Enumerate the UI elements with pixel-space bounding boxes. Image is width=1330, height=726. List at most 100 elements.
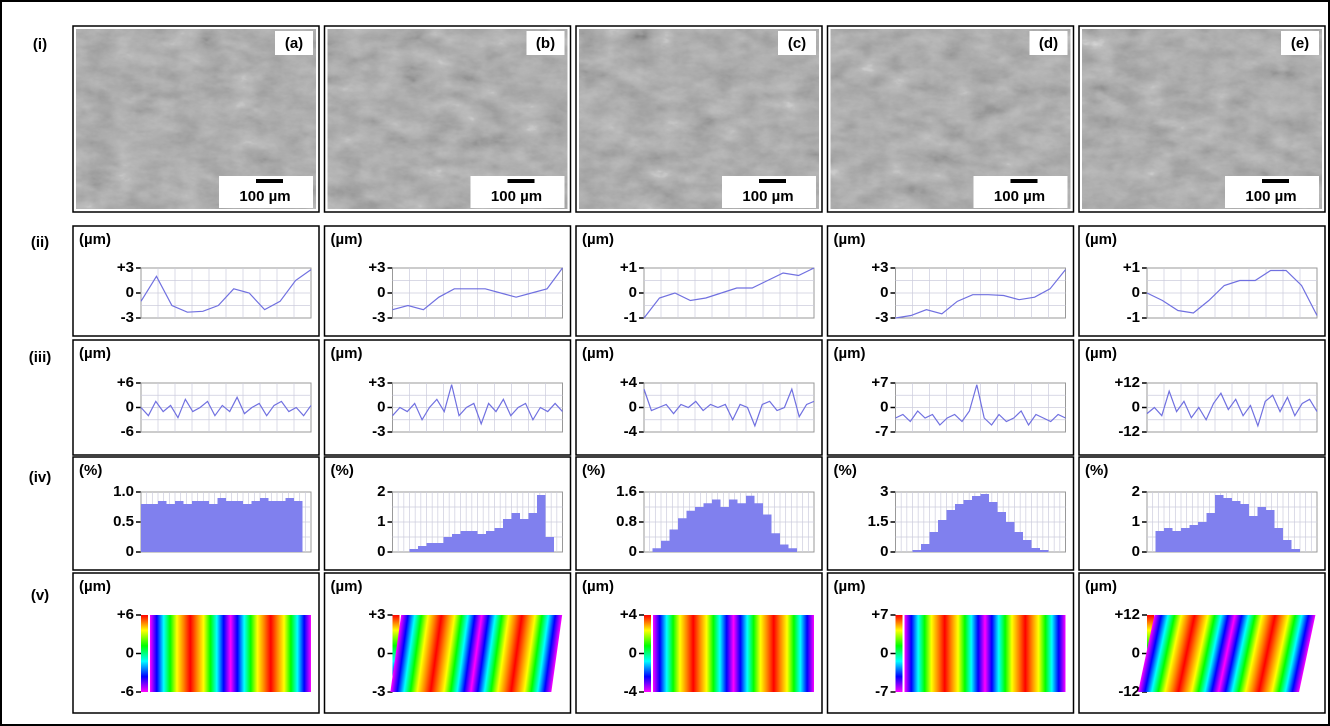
scale-bar [759,179,786,183]
y-tick-label: -12 [1118,683,1140,700]
histogram-bar [771,533,780,552]
y-tick-label: +4 [620,606,638,623]
histogram-bar [1240,504,1249,552]
histogram-bar [183,504,192,552]
y-tick-label: 1 [377,513,385,530]
y-tick-label: -3 [372,309,385,326]
unit-label: (µm) [79,578,111,595]
histogram-bar [1283,540,1292,552]
label-box [1281,31,1319,55]
histogram-bar [166,504,175,552]
y-tick-label: +3 [368,374,385,391]
y-tick-label: 0 [629,644,637,661]
y-tick-label: 0 [629,398,637,415]
y-tick-label: 0 [377,644,385,661]
histogram-bar [486,531,495,552]
row-label: (iii) [29,349,52,366]
histogram-bar [720,507,729,552]
y-tick-label: 3 [880,483,888,500]
y-tick-label: 0 [1132,284,1140,301]
histogram-bar [494,528,503,552]
histogram-bar [175,501,184,552]
y-tick-label: 0 [1132,398,1140,415]
profile-line [140,395,312,420]
histogram-bar [192,501,201,552]
histogram-bar [946,510,955,552]
y-tick-label: -6 [121,423,134,440]
histogram-bar [972,496,981,552]
y-tick-label: +6 [117,606,134,623]
scale-bar [256,179,283,183]
profile-line [1146,389,1318,428]
profile-line [895,269,1066,319]
row-label: (i) [33,36,47,53]
unit-label: (%) [834,462,857,479]
y-tick-label: 0 [629,543,637,560]
y-tick-label: 2 [377,483,385,500]
histogram-bar [251,501,260,552]
histogram-bar [686,510,695,552]
scale-label: 100 µm [491,188,542,205]
y-tick-label: 0 [880,398,888,415]
y-tick-label: 0 [126,398,134,415]
scale-label: 100 µm [742,188,793,205]
scale-label: 100 µm [1245,188,1296,205]
histogram-bar [460,531,469,552]
histogram-bar [1232,501,1241,552]
histogram-bar [409,549,418,552]
y-tick-label: 0 [377,543,385,560]
unit-label: (µm) [582,578,614,595]
histogram-bar [418,546,427,552]
histogram-bar [1249,516,1258,552]
y-tick-label: -1 [624,309,637,326]
histogram-bar [754,503,763,552]
histogram-bar [929,532,938,552]
panel-label: (d) [1039,35,1058,52]
histogram-bar [1040,550,1049,552]
unit-label: (µm) [79,345,111,362]
histogram-bar [1006,522,1015,552]
scale-bar [507,179,535,183]
y-tick-label: -12 [1118,423,1140,440]
y-tick-label: +12 [1115,374,1140,391]
y-tick-label: +1 [620,259,637,276]
histogram-bar [737,503,746,552]
colorbar [644,615,651,692]
histogram-bar [1291,549,1300,552]
histogram-bar [268,501,277,552]
label-box [778,31,816,55]
row-label: (iv) [29,469,52,486]
unit-label: (µm) [1085,345,1117,362]
histogram-bar [912,550,921,552]
histogram-bar [452,534,461,552]
y-tick-label: -4 [624,683,638,700]
y-tick-label: +12 [1115,606,1140,623]
unit-label: (µm) [582,345,614,362]
histogram-bar [1274,528,1283,552]
profile-line [643,267,815,319]
panel-label: (e) [1291,35,1309,52]
unit-label: (%) [331,462,354,479]
histogram-bar [226,501,235,552]
histogram-bar [545,537,554,552]
histogram-bar [1181,528,1190,552]
histogram-bar [1014,532,1023,552]
histogram-bar [435,543,444,552]
histogram-bar [217,498,226,552]
histogram-bar [938,520,947,552]
y-tick-label: 0 [126,644,134,661]
y-tick-label: -3 [875,309,888,326]
histogram-bar [661,540,670,552]
histogram-bar [703,503,712,552]
histogram-bar [277,501,286,552]
profile-line [1146,269,1318,316]
profile-line [643,387,815,428]
y-tick-label: 0 [126,284,134,301]
histogram-bar [1215,495,1224,552]
histogram-bar [285,498,294,552]
histogram-bar [1189,525,1198,552]
histogram-bar [294,501,303,552]
row-label: (ii) [31,234,49,251]
y-tick-label: 0 [1132,543,1140,560]
panel-label: (a) [285,35,303,52]
